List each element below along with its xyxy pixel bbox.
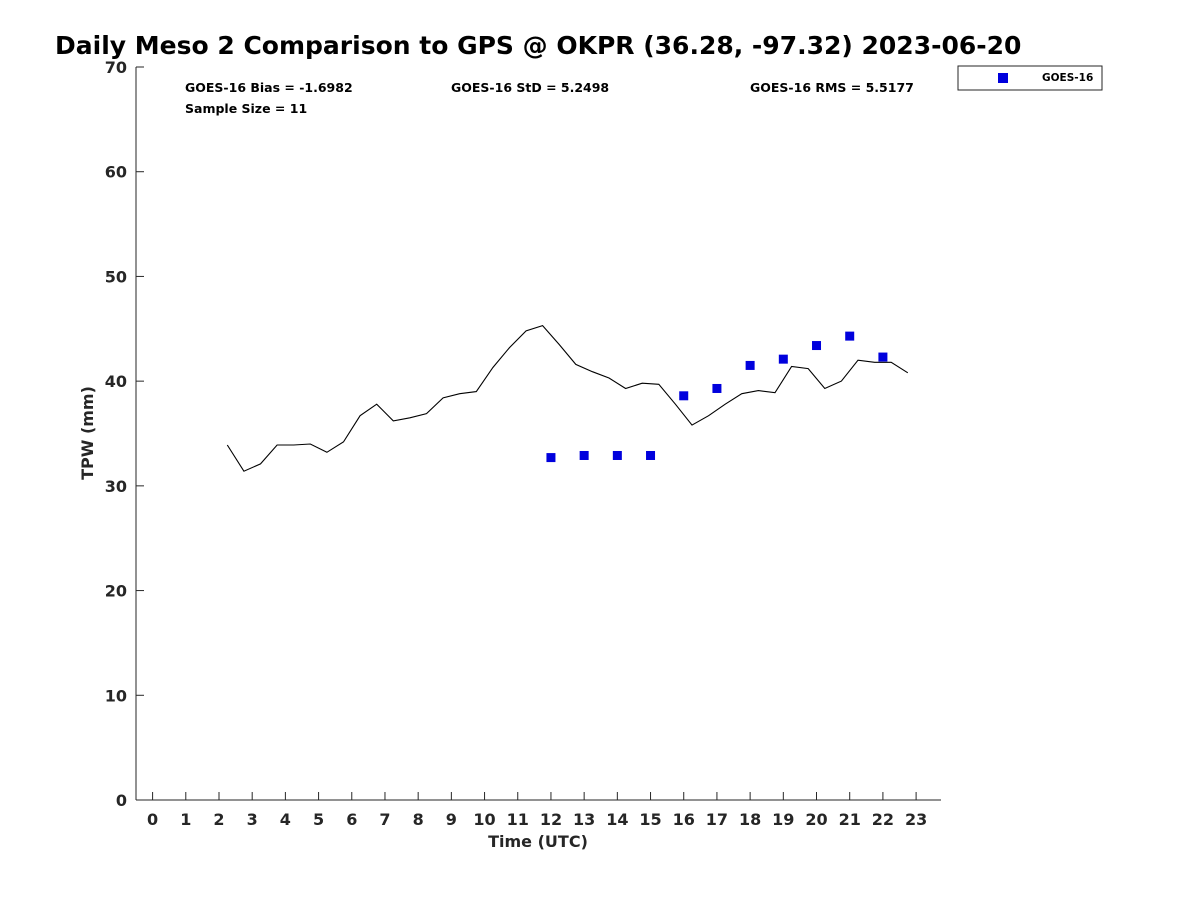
y-tick-label: 0 [116,791,127,810]
y-tick-label: 60 [105,163,127,182]
y-tick-label: 50 [105,267,127,286]
goes16-point [612,450,622,460]
x-tick-label: 0 [147,810,158,829]
legend-label-goes16: GOES-16 [1042,72,1093,84]
goes16-point [679,391,689,401]
goes16-point [812,341,822,351]
x-tick-label: 18 [739,810,761,829]
x-axis-label: Time (UTC) [488,832,588,851]
stat-rms: GOES-16 RMS = 5.5177 [750,80,914,95]
x-tick-label: 19 [772,810,794,829]
plot-axes [135,67,941,801]
stat-std: GOES-16 StD = 5.2498 [451,80,609,95]
legend: GOES-16 [957,65,1103,91]
gps-series [226,324,909,472]
x-tick-label: 15 [639,810,661,829]
goes16-point [745,360,755,370]
stat-sample-size: Sample Size = 11 [185,101,307,116]
goes16-point [878,352,888,362]
y-tick-label: 20 [105,582,127,601]
stat-bias: GOES-16 Bias = -1.6982 [185,80,353,95]
goes16-point [778,354,788,364]
x-tick-label: 16 [673,810,695,829]
x-tick-label: 20 [805,810,827,829]
x-tick-label: 14 [606,810,628,829]
y-tick-label: 70 [105,58,127,77]
legend-marker-goes16 [998,73,1008,83]
x-tick-label: 11 [507,810,529,829]
x-tick-label: 21 [839,810,861,829]
x-tick-label: 5 [313,810,324,829]
goes16-point [546,453,556,463]
goes16-point [579,450,589,460]
x-tick-label: 22 [872,810,894,829]
goes16-point [845,331,855,341]
y-tick-label: 10 [105,686,127,705]
chart-title: Daily Meso 2 Comparison to GPS @ OKPR (3… [55,31,1021,60]
axis-ticks: 0 1 2 3 4 5 6 7 8 9 10 11 12 13 14 15 16 17 18 19 20 21 22 2301… [105,58,928,829]
y-axis-label: TPW (mm) [78,386,97,480]
x-tick-label: 2 [213,810,224,829]
gps-line [226,324,909,472]
goes16-point [712,383,722,393]
x-tick-label: 13 [573,810,595,829]
x-tick-label: 7 [379,810,390,829]
x-tick-label: 1 [180,810,191,829]
legend-box [957,65,1103,91]
x-tick-label: 12 [540,810,562,829]
x-tick-label: 8 [413,810,424,829]
x-tick-label: 23 [905,810,927,829]
y-tick-label: 40 [105,372,127,391]
x-tick-label: 17 [706,810,728,829]
x-tick-label: 10 [473,810,495,829]
x-tick-label: 4 [280,810,291,829]
x-tick-label: 6 [346,810,357,829]
y-tick-label: 30 [105,477,127,496]
goes16-series [546,331,888,463]
x-tick-label: 9 [446,810,457,829]
x-tick-label: 3 [247,810,258,829]
goes16-point [646,450,656,460]
